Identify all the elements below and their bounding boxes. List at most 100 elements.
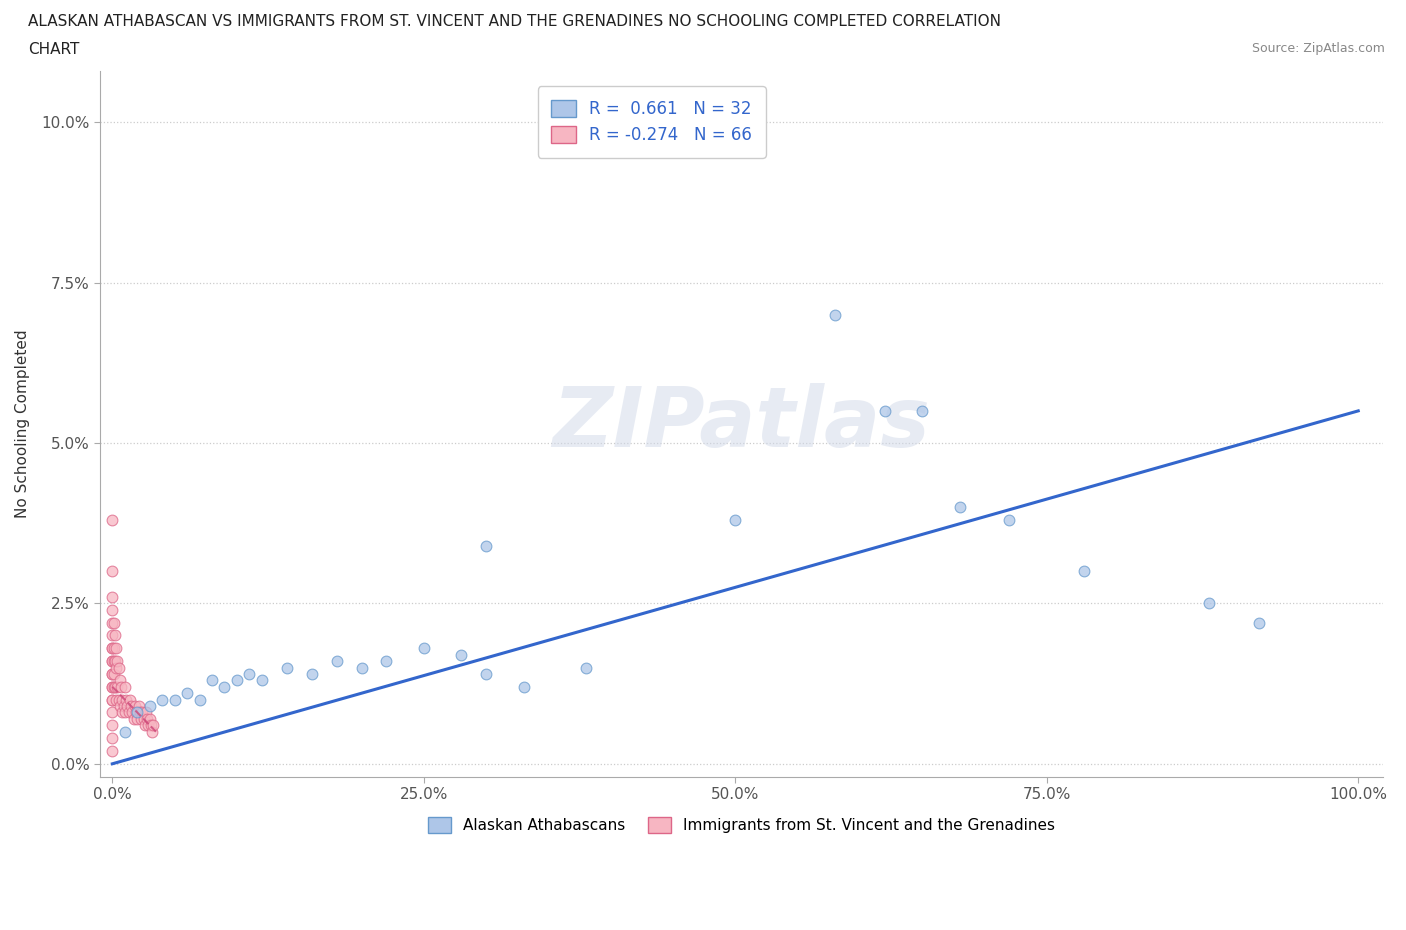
Point [103, 667, 125, 682]
Point [412, 641, 434, 656]
Point [201, 673, 224, 688]
Point [101, 641, 124, 656]
Point [1247, 615, 1270, 630]
Point [115, 692, 138, 707]
Point [325, 654, 347, 669]
Point [117, 705, 139, 720]
Point [120, 698, 142, 713]
Point [127, 705, 149, 720]
Text: ZIPatlas: ZIPatlas [553, 383, 931, 464]
Point [108, 673, 131, 688]
Point [114, 679, 136, 694]
Point [128, 698, 150, 713]
Point [101, 590, 124, 604]
Point [114, 724, 136, 739]
Point [110, 679, 132, 694]
Point [103, 679, 125, 694]
Point [150, 692, 173, 707]
Point [214, 679, 236, 694]
Point [134, 718, 156, 733]
Point [475, 667, 498, 682]
Point [111, 692, 134, 707]
Point [101, 705, 124, 720]
Point [138, 711, 160, 726]
Point [105, 654, 128, 669]
Point [101, 628, 124, 643]
Point [101, 731, 124, 746]
Point [375, 654, 398, 669]
Point [105, 679, 128, 694]
Point [101, 667, 124, 682]
Point [948, 499, 970, 514]
Point [301, 667, 323, 682]
Point [103, 641, 125, 656]
Point [824, 307, 846, 322]
Point [101, 654, 124, 669]
Point [176, 685, 198, 700]
Point [101, 603, 124, 618]
Point [114, 705, 136, 720]
Point [103, 654, 125, 669]
Point [138, 718, 160, 733]
Point [142, 718, 165, 733]
Point [101, 512, 124, 527]
Point [122, 711, 145, 726]
Point [117, 698, 139, 713]
Legend: Alaskan Athabascans, Immigrants from St. Vincent and the Grenadines: Alaskan Athabascans, Immigrants from St.… [422, 811, 1062, 840]
Point [104, 679, 127, 694]
Text: ALASKAN ATHABASCAN VS IMMIGRANTS FROM ST. VINCENT AND THE GRENADINES NO SCHOOLIN: ALASKAN ATHABASCAN VS IMMIGRANTS FROM ST… [28, 14, 1001, 29]
Point [136, 711, 159, 726]
Point [125, 705, 148, 720]
Point [450, 647, 472, 662]
Point [101, 692, 124, 707]
Point [475, 538, 498, 553]
Point [135, 705, 157, 720]
Point [101, 654, 124, 669]
Point [101, 692, 124, 707]
Point [250, 673, 273, 688]
Point [107, 692, 129, 707]
Point [105, 692, 128, 707]
Y-axis label: No Schooling Completed: No Schooling Completed [15, 329, 30, 518]
Point [121, 705, 143, 720]
Point [103, 615, 125, 630]
Point [226, 673, 249, 688]
Point [132, 711, 155, 726]
Point [129, 711, 152, 726]
Point [163, 692, 186, 707]
Point [124, 698, 146, 713]
Point [350, 660, 373, 675]
Point [108, 698, 131, 713]
Point [111, 705, 134, 720]
Point [101, 615, 124, 630]
Point [911, 404, 934, 418]
Point [575, 660, 598, 675]
Point [101, 679, 124, 694]
Point [724, 512, 747, 527]
Point [118, 692, 141, 707]
Point [141, 724, 163, 739]
Point [188, 692, 211, 707]
Point [1198, 596, 1220, 611]
Point [104, 654, 127, 669]
Point [128, 705, 150, 720]
Point [1073, 564, 1095, 578]
Point [101, 564, 124, 578]
Point [139, 718, 162, 733]
Point [107, 660, 129, 675]
Point [998, 512, 1021, 527]
Point [127, 711, 149, 726]
Point [101, 641, 124, 656]
Point [873, 404, 896, 418]
Point [101, 667, 124, 682]
Point [104, 628, 127, 643]
Point [131, 705, 153, 720]
Point [101, 743, 124, 758]
Point [101, 718, 124, 733]
Point [276, 660, 298, 675]
Text: Source: ZipAtlas.com: Source: ZipAtlas.com [1251, 42, 1385, 55]
Text: CHART: CHART [28, 42, 80, 57]
Point [101, 679, 124, 694]
Point [138, 698, 160, 713]
Point [105, 641, 128, 656]
